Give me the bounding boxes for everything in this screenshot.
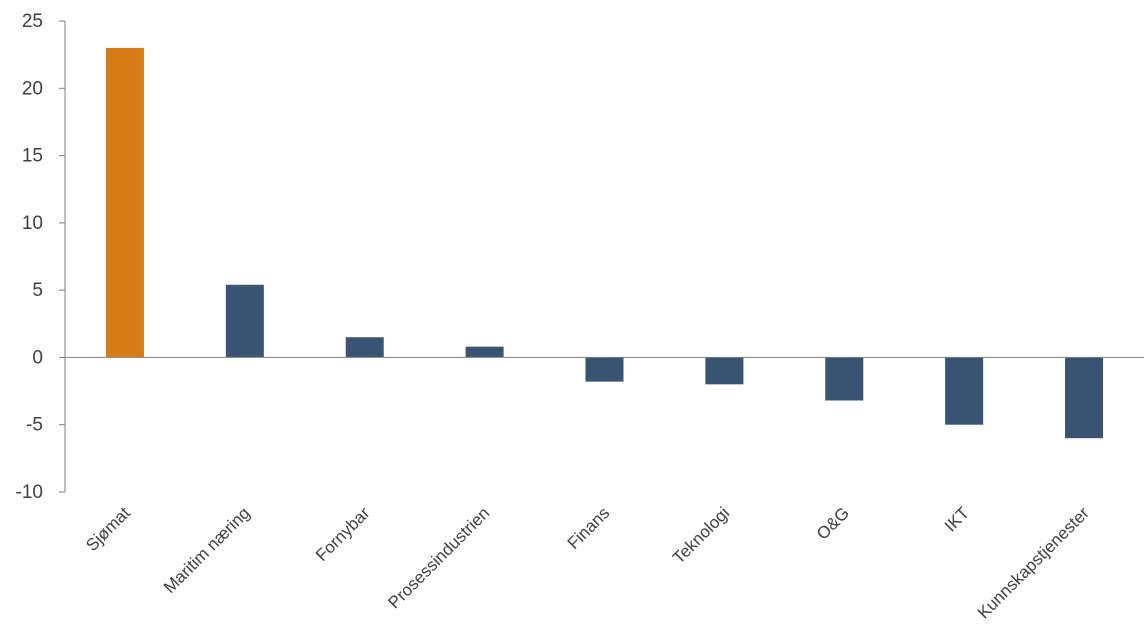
bar: [465, 346, 504, 358]
x-category-label: Maritim næring: [160, 503, 254, 597]
x-category-label: Sjømat: [82, 503, 134, 555]
bar: [585, 357, 624, 382]
y-tick-label: -5: [26, 415, 43, 436]
bar: [105, 47, 144, 358]
y-tick-label: 5: [32, 280, 43, 301]
x-category-label: O&G: [813, 503, 853, 543]
x-category-label: Fornybar: [312, 503, 374, 565]
bar: [825, 357, 864, 401]
x-category-label: IKT: [941, 503, 973, 535]
y-tick-label: 20: [22, 78, 43, 99]
y-tick-label: 15: [22, 146, 43, 167]
y-tick-label: 25: [22, 11, 43, 32]
bar: [345, 337, 384, 358]
bar: [945, 357, 984, 425]
x-category-label: Kunnskapstjenester: [974, 503, 1093, 622]
x-category-label: Finans: [564, 503, 614, 553]
bars: [105, 47, 1104, 439]
category-labels: Sjømat Maritim næring Fornybar Prosessindus…: [82, 503, 1093, 622]
y-tick-label: 10: [22, 213, 43, 234]
bar: [225, 284, 264, 358]
y-axis-ticks: 25 20 15 10 5 0 -5 -10: [16, 11, 65, 503]
bar: [1065, 357, 1104, 439]
y-tick-label: 0: [32, 347, 43, 368]
x-category-label: Teknologi: [669, 503, 733, 567]
x-category-label: Prosessindustrien: [384, 503, 493, 612]
y-tick-label: -10: [16, 482, 43, 503]
bar: [705, 357, 744, 385]
